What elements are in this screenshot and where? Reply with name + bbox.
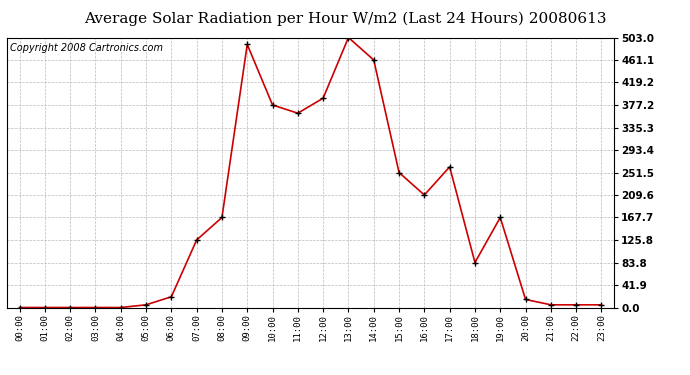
Text: Average Solar Radiation per Hour W/m2 (Last 24 Hours) 20080613: Average Solar Radiation per Hour W/m2 (L…: [83, 11, 607, 26]
Text: Copyright 2008 Cartronics.com: Copyright 2008 Cartronics.com: [10, 43, 163, 53]
